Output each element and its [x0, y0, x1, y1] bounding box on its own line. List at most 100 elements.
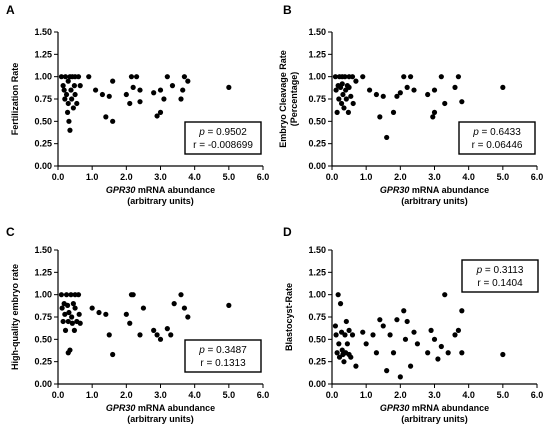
panel-c-point [64, 302, 71, 308]
panel-b-point [373, 91, 380, 98]
panel-c-y-tick-label: 0.75 [34, 312, 52, 322]
panel-c-point [75, 292, 82, 298]
panel-a-point [71, 83, 77, 89]
panel-b-point [425, 91, 431, 98]
panel-d-point [353, 363, 359, 369]
panel-d-y-tick-label: 0.75 [308, 312, 326, 322]
panel-d-point [435, 356, 441, 362]
panel-a-point [74, 100, 80, 107]
panel-c-point [96, 309, 102, 316]
panel-d-x-tick-label: 3.0 [428, 390, 441, 400]
panel-d-point [384, 368, 390, 374]
panel-a-y-axis-title: Fertilization Rate [10, 63, 20, 136]
panel-a-x-tick-label: 1.0 [86, 172, 99, 182]
panel-d-point [390, 350, 397, 356]
panel-d-point [459, 308, 465, 314]
panel-d-point [342, 332, 348, 338]
panel-b-point [334, 109, 340, 115]
panel-b-point [452, 84, 458, 90]
panel-d-point [431, 336, 438, 342]
panel-c-point [67, 347, 73, 353]
panel-d-point [370, 332, 376, 338]
panel-c-point [123, 311, 129, 317]
panel-c-point [76, 311, 82, 317]
panel-d-x-tick-label: 6.0 [531, 390, 544, 400]
panel-d-y-tick-label: 1.50 [308, 245, 326, 255]
panel-c-point [171, 301, 177, 307]
panel-b-point [438, 74, 444, 80]
panel-a-x-tick-label: 5.0 [223, 172, 236, 182]
panel-c-x-tick-label: 6.0 [257, 390, 270, 400]
panel-d-point [402, 336, 409, 342]
panel-a-y-tick-label: 1.00 [34, 72, 52, 82]
panel-c-x-axis-title-rest: mRNA abundance [135, 403, 215, 413]
panel-c-point [226, 302, 232, 308]
panel-b-point [336, 96, 342, 102]
panel-c-p-number: = 0.3487 [205, 345, 247, 356]
panel-c-point [103, 311, 109, 317]
panel-c-y-axis-title: High-quality embryo rate [10, 264, 20, 370]
panel-a-point [77, 83, 83, 89]
panel-a-y-tick-label: 1.25 [34, 49, 52, 59]
panel-b: B 0.00 0.25 0.50 0.75 1.00 1.25 1.50 0.0 1.0 2.0 3.… [278, 3, 543, 206]
panel-b-p-value: p = 0.6433 [472, 127, 521, 138]
panel-a-y-tick-label: 0.25 [34, 139, 52, 149]
panel-c-x-axis-title-gene: GPR30 [106, 403, 136, 413]
panel-d-y-tick-label: 1.00 [308, 290, 326, 300]
panel-a-point [69, 96, 75, 102]
panel-b-y-tick-label: 0.25 [308, 139, 326, 149]
panel-d-point [428, 327, 434, 333]
panel-d-stats-box [461, 259, 539, 293]
panel-b-point [384, 134, 390, 141]
panel-b-x-tick-label: 2.0 [394, 172, 407, 182]
panel-d-point [380, 323, 386, 329]
panel-c-point [68, 292, 74, 298]
panel-c-point [178, 292, 184, 298]
panel-a-point [181, 74, 188, 80]
panel-b-r-value: r = 0.06446 [472, 140, 523, 151]
panel-d-point [407, 363, 414, 369]
panel-c-y-tick-label: 0.25 [34, 357, 52, 367]
panel-b-point [366, 87, 373, 93]
panel-d-point [341, 359, 347, 365]
panel-a-point [68, 87, 74, 93]
panel-d: D 0.00 0.25 0.50 0.75 1.00 1.25 1.50 0.0 1.0 2.0 3.… [283, 225, 543, 424]
panel-c-point [66, 309, 72, 316]
panel-d-point [455, 327, 462, 333]
panel-b-x-tick-label: 1.0 [360, 172, 373, 182]
panel-d-x-tick-label: 1.0 [360, 390, 373, 400]
panel-a-point [62, 96, 68, 102]
panel-a-point [178, 96, 184, 102]
panel-b-y-tick-label: 0.75 [308, 94, 326, 104]
panel-b-point [411, 87, 417, 93]
panel-b-point [377, 114, 383, 120]
panel-d-letter: D [283, 225, 292, 239]
panel-c-x-tick-label: 3.0 [154, 390, 167, 400]
panel-a: A 0.00 0.25 0.50 0.75 1.00 1.25 1.50 0.0 1.0 2.0 3.… [6, 3, 269, 206]
panel-a-point [164, 74, 170, 80]
panel-d-point [349, 332, 356, 338]
panel-b-point [500, 84, 506, 90]
panel-a-x-axis-title-gene: GPR30 [106, 185, 136, 195]
panel-b-point [442, 100, 448, 107]
panel-c-r-value: r = 0.1313 [200, 358, 246, 369]
panel-b-point [459, 99, 465, 105]
panel-b-x-axis-title-gene: GPR30 [380, 185, 410, 195]
panel-b-y-axis-title: Embryo Cleavage Rate [278, 50, 288, 148]
panel-d-x-tick-label: 0.0 [326, 390, 339, 400]
panel-c-point [70, 301, 76, 307]
panel-d-y-tick-label: 0.50 [308, 334, 326, 344]
panel-b-letter: B [283, 3, 292, 17]
panel-b-x-axis-subtitle: (arbitrary units) [401, 196, 468, 206]
panel-a-r-value: r = -0.008699 [193, 140, 253, 151]
panel-c-point [130, 292, 136, 298]
panel-d-point [360, 329, 366, 335]
panel-a-x-tick-label: 0.0 [52, 172, 65, 182]
panel-b-point [394, 93, 400, 99]
panel-c-point [137, 332, 143, 338]
panel-c-x-tick-label: 0.0 [52, 390, 65, 400]
panel-a-point [66, 118, 72, 124]
panel-b-point [430, 114, 436, 120]
panel-a-point [137, 99, 143, 105]
